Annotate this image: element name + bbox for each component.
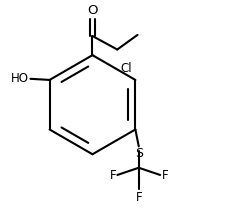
Text: F: F [161, 169, 167, 182]
Text: HO: HO [11, 72, 28, 85]
Text: Cl: Cl [120, 62, 132, 75]
Text: F: F [135, 191, 142, 204]
Text: O: O [87, 4, 97, 17]
Text: S: S [135, 148, 143, 160]
Text: F: F [109, 169, 115, 182]
